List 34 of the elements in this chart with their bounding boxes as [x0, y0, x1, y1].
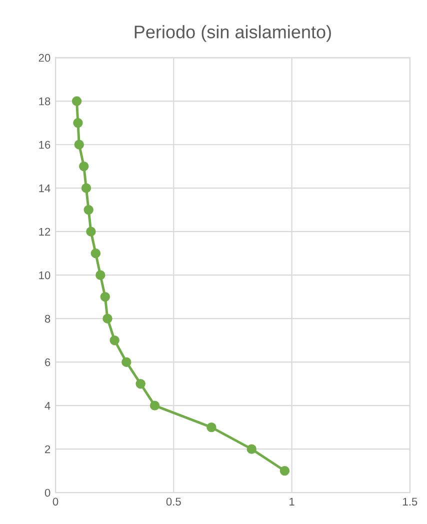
- y-tick-label: 4: [44, 402, 50, 410]
- point: [136, 378, 146, 389]
- x-tick-label: 0.5: [166, 498, 181, 506]
- y-tick-label: 8: [44, 314, 50, 323]
- y-tick-label: 20: [38, 54, 50, 62]
- point: [122, 357, 132, 367]
- y-tick-label: 18: [39, 97, 50, 106]
- point: [79, 162, 89, 172]
- point: [150, 400, 160, 410]
- point: [81, 183, 92, 193]
- point: [90, 248, 101, 258]
- point: [84, 205, 94, 215]
- point: [100, 292, 110, 302]
- x-tick-label: 1: [290, 498, 294, 506]
- point: [246, 444, 256, 454]
- point: [86, 226, 96, 236]
- chart-title: Periodo (sin aislamiento): [134, 25, 331, 42]
- x-tick-label: 0: [52, 498, 58, 506]
- y-tick-label: 6: [45, 358, 50, 366]
- y-tick-label: 12: [39, 228, 50, 236]
- point: [74, 140, 84, 150]
- y-tick-label: 16: [39, 140, 50, 149]
- point: [206, 422, 216, 432]
- point: [110, 335, 120, 346]
- point: [102, 314, 112, 324]
- x-tick-label: 1.5: [403, 498, 418, 506]
- y-tick-label: 0: [44, 488, 50, 497]
- y-tick-label: 2: [45, 445, 50, 454]
- y-tick-label: 10: [39, 271, 50, 280]
- point: [72, 96, 82, 106]
- y-tick-label: 14: [39, 184, 50, 192]
- point: [96, 270, 106, 280]
- point: [280, 466, 290, 476]
- point: [73, 118, 83, 128]
